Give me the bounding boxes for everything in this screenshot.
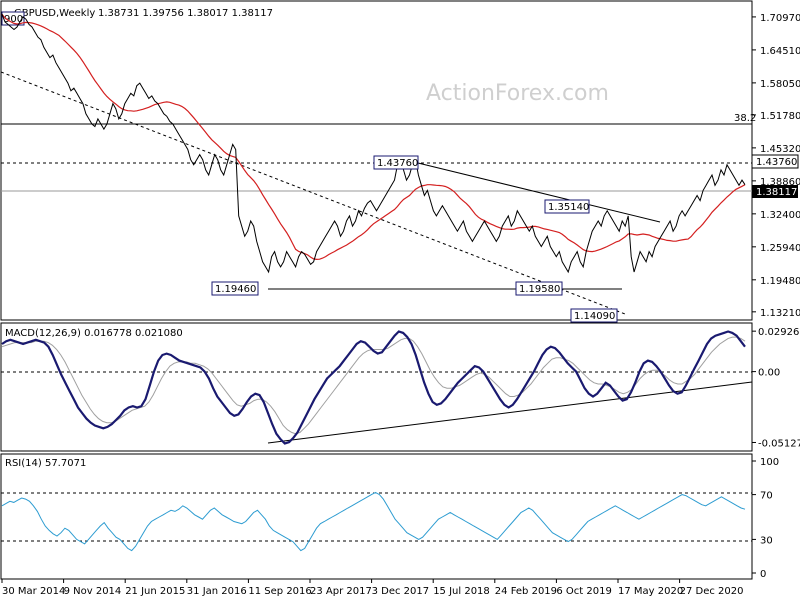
rsi-y-tick-label: 100: [760, 457, 779, 468]
macd-y-tick-label: 0.029261: [758, 327, 800, 338]
x-tick-label: 3 Dec 2017: [372, 586, 430, 597]
price-y-tick-label: 1.25940: [760, 243, 800, 254]
x-tick-label: 6 Oct 2019: [556, 586, 611, 597]
falling-trendline: [417, 162, 661, 223]
rsi-y-axis: 100 70 30 0: [752, 457, 779, 580]
macd-main-line: [1, 330, 746, 445]
price-y-tick-label: 1.58050: [760, 79, 800, 90]
macd-y-tick-label: 0.00: [758, 368, 780, 379]
left-edge-label-box: [1, 11, 25, 26]
x-tick-label: 31 Jan 2016: [187, 586, 247, 597]
macd-panel-frame: [0, 322, 753, 452]
x-tick-label: 9 Nov 2014: [64, 586, 122, 597]
price-label-135140-text: 1.35140: [548, 202, 589, 213]
left-edge-label: 900: [4, 14, 23, 25]
price-label-114090-text: 1.14090: [574, 311, 615, 322]
resistance-price-box: [751, 154, 799, 169]
price-label-119460-text: 1.19460: [215, 284, 256, 295]
macd-y-axis: 0.029261 0.00 -0.051279: [752, 327, 800, 449]
price-y-tick-label: 1.38860: [760, 177, 800, 188]
macd-y-tick-label: -0.051279: [758, 438, 800, 449]
current-price-box: [752, 185, 798, 198]
x-tick-label: 27 Dec 2020: [680, 586, 744, 597]
x-tick-label: 21 Jun 2015: [125, 586, 185, 597]
macd-trendline: [267, 381, 753, 444]
x-tick-label: 11 Sep 2016: [248, 586, 311, 597]
x-tick-label: 15 Jul 2018: [433, 586, 490, 597]
fib-38-label: 38.2: [734, 113, 756, 124]
price-y-tick-label: 1.51780: [760, 111, 800, 122]
price-y-tick-label: 1.32400: [760, 210, 800, 221]
x-tick-label: 24 Feb 2019: [495, 586, 557, 597]
moving-average-line: [1, 13, 746, 261]
ohlc-readout: 1.38731 1.39756 1.38017 1.38117: [98, 8, 273, 19]
price-label-143760-text: 1.43760: [377, 158, 418, 169]
price-bars-line: [1, 14, 746, 274]
x-tick-label: 30 Mar 2014: [2, 586, 65, 597]
rsi-y-tick-label: 30: [760, 535, 773, 546]
symbol-label: GBPUSD,Weekly: [14, 8, 95, 19]
rsi-y-tick-label: 0: [760, 569, 766, 580]
price-label-119460: 1.19460: [211, 281, 259, 296]
x-tick-label: 17 May 2020: [618, 586, 683, 597]
price-y-tick-label: 1.19480: [760, 276, 800, 287]
watermark-text: ActionForex.com: [426, 81, 609, 106]
price-label-135140: 1.35140: [544, 199, 590, 214]
macd-title: MACD(12,26,9) 0.016778 0.021080: [5, 328, 183, 339]
price-y-tick-label: 1.13210: [760, 308, 800, 319]
price-label-119580-text: 1.19580: [519, 284, 560, 295]
x-tick-label: 23 Apr 2017: [310, 586, 372, 597]
rsi-panel-frame: [0, 453, 753, 580]
price-y-axis: 1.70970 1.64510 1.58050 1.51780 1.45320 1.388…: [752, 13, 800, 319]
rsi-y-tick-label: 70: [760, 491, 773, 502]
rsi-title: RSI(14) 57.7071: [5, 458, 86, 469]
price-label-114090: 1.14090: [570, 308, 618, 323]
price-y-tick-label: 1.45320: [760, 144, 800, 155]
current-price-text: 1.38117: [756, 187, 797, 198]
rsi-line: [1, 491, 746, 552]
price-y-tick-label: 1.70970: [760, 13, 800, 24]
price-label-119580: 1.19580: [515, 281, 563, 296]
resistance-price-text: 1.43760: [756, 157, 797, 168]
price-label-143760: 1.43760: [373, 155, 419, 170]
price-y-tick-label: 1.64510: [760, 46, 800, 57]
